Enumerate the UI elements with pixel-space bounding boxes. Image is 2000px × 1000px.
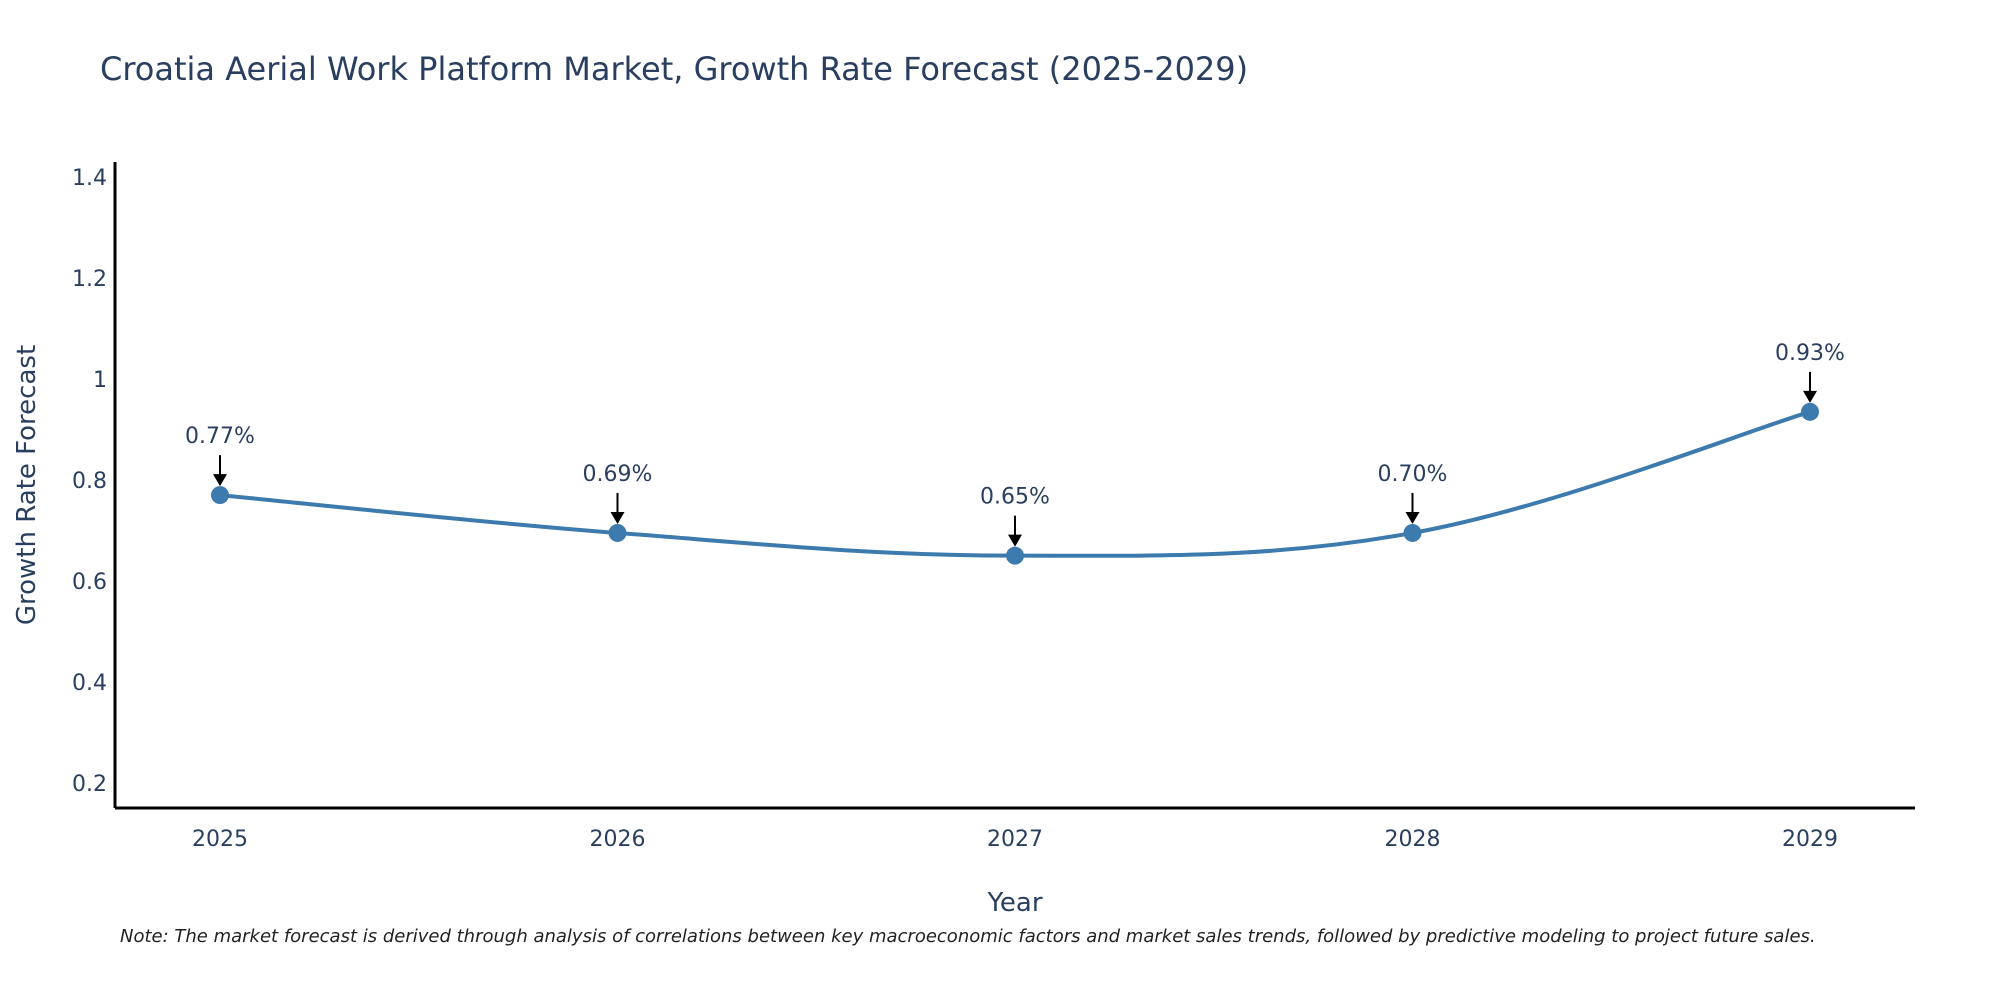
y-tick-label: 1 bbox=[93, 368, 107, 393]
y-axis-title: Growth Rate Forecast bbox=[12, 345, 42, 625]
y-tick-label: 0.4 bbox=[72, 671, 107, 696]
x-tick-label: 2025 bbox=[192, 827, 248, 852]
annotation-arrow-head bbox=[1803, 390, 1817, 403]
data-point bbox=[608, 523, 627, 542]
annotation-arrow-head bbox=[1405, 511, 1420, 524]
annotation-arrow-head bbox=[1008, 534, 1022, 547]
x-tick-label: 2026 bbox=[590, 827, 646, 852]
y-tick-label: 0.6 bbox=[72, 570, 107, 595]
data-label: 0.77% bbox=[185, 424, 255, 449]
data-point bbox=[1403, 523, 1422, 542]
data-label: 0.69% bbox=[583, 462, 653, 487]
data-points bbox=[211, 402, 1819, 565]
annotation-arrow-head bbox=[610, 511, 625, 524]
forecast-note: Note: The market forecast is derived thr… bbox=[120, 926, 1816, 947]
y-tick-label: 1.2 bbox=[72, 267, 107, 292]
data-label: 0.93% bbox=[1775, 341, 1845, 366]
x-tick-label: 2027 bbox=[987, 827, 1043, 852]
data-point bbox=[1801, 402, 1819, 421]
x-axis-title: Year bbox=[986, 888, 1042, 918]
data-point bbox=[211, 486, 229, 505]
y-axis-ticks: 0.2 0.4 0.6 0.8 1 1.2 1.4 bbox=[72, 166, 107, 797]
y-tick-label: 1.4 bbox=[72, 166, 107, 191]
data-label: 0.65% bbox=[980, 485, 1050, 510]
x-tick-label: 2028 bbox=[1385, 827, 1441, 852]
data-annotations: 0.77% 0.69% 0.65% 0.70% 0.93% bbox=[185, 341, 1845, 547]
y-tick-label: 0.2 bbox=[72, 772, 107, 797]
data-label: 0.70% bbox=[1378, 462, 1448, 487]
x-tick-label: 2029 bbox=[1782, 827, 1838, 852]
y-tick-label: 0.8 bbox=[72, 469, 107, 494]
chart-title: Croatia Aerial Work Platform Market, Gro… bbox=[100, 50, 1248, 88]
x-axis-ticks: 2025 2026 2027 2028 2029 bbox=[192, 827, 1838, 852]
annotation-arrow-head bbox=[213, 474, 227, 487]
data-point bbox=[1006, 546, 1024, 565]
